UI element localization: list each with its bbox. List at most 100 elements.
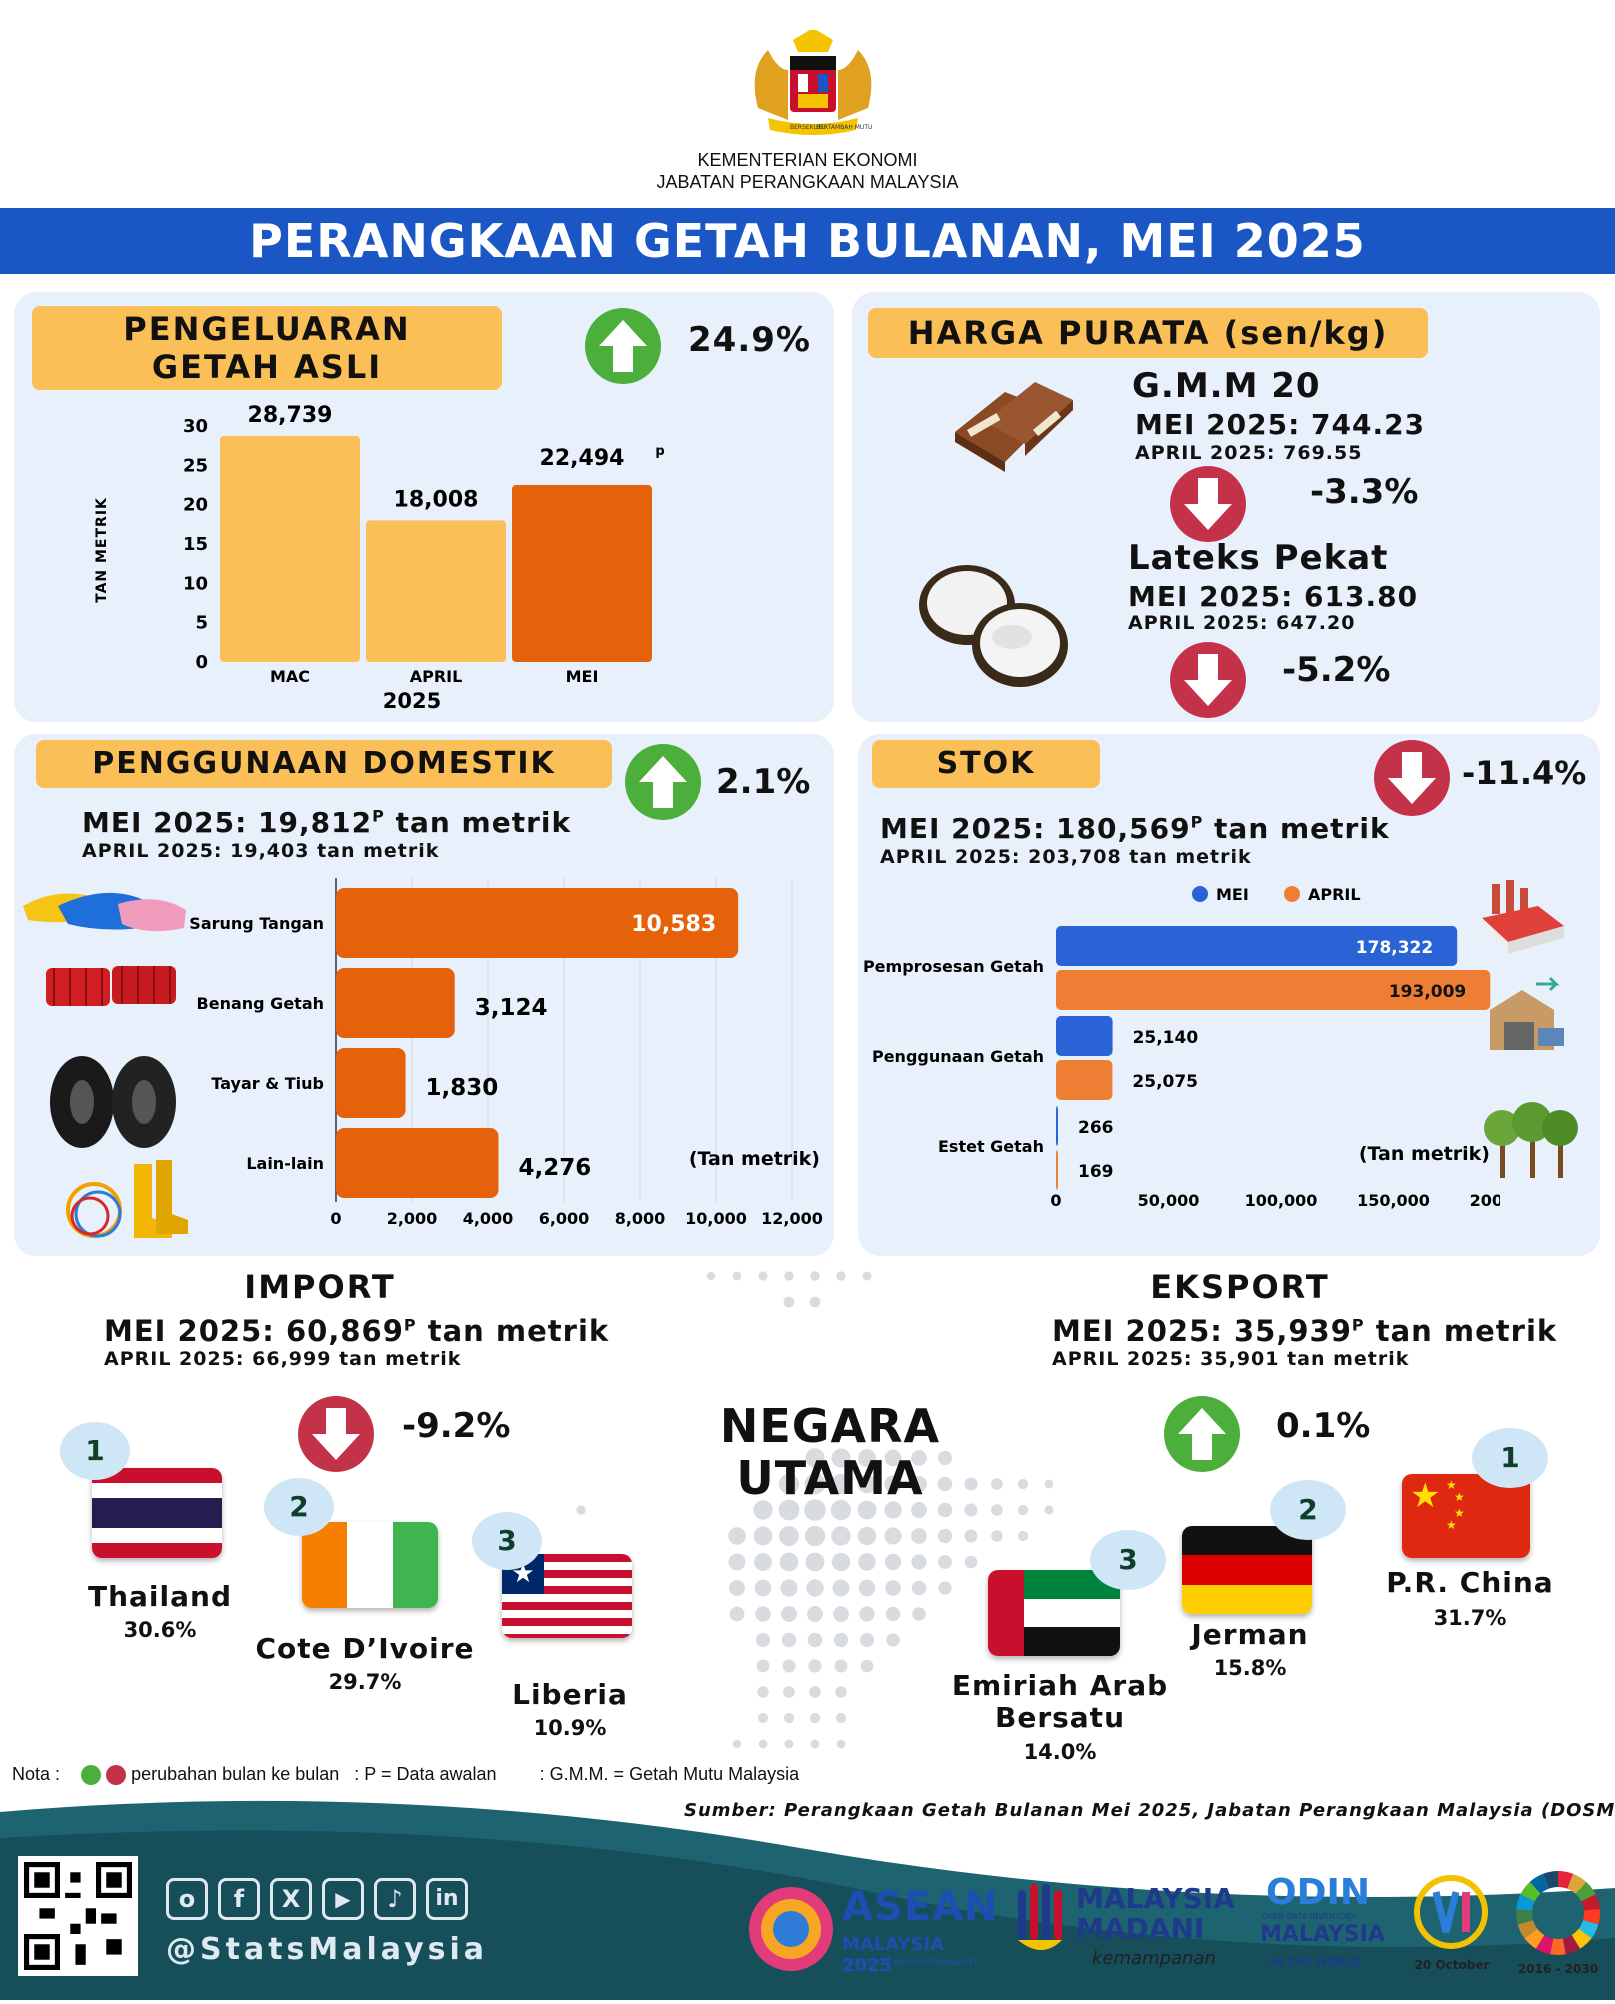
- domestic-category-label: Benang Getah: [197, 994, 324, 1013]
- notes-row: Nota : perubahan bulan ke bulan : P = Da…: [12, 1764, 799, 1786]
- price-label: HARGA PURATA (sen/kg): [868, 308, 1428, 358]
- sdg-ring-segment: [1529, 1873, 1549, 1894]
- x-twitter-icon[interactable]: X: [270, 1878, 312, 1920]
- stock-bar-april: [1056, 1150, 1058, 1190]
- domestic-category-label: Sarung Tangan: [189, 914, 324, 933]
- china-flag-icon: ★ ★ ★ ★ ★: [1402, 1474, 1530, 1558]
- stock-value-label: 25,140: [1133, 1028, 1199, 1048]
- globe-dot: [910, 1501, 928, 1519]
- globe-dot: [858, 1553, 876, 1571]
- globe-dot: [729, 1606, 745, 1622]
- globe-dot: [779, 1552, 799, 1572]
- crest-motto-2: BERTAMBAH MUTU: [816, 124, 872, 131]
- stock-unit-label: (Tan metrik): [1359, 1143, 1490, 1165]
- madani-logo-line3: kemampanan: [1092, 1948, 1216, 1969]
- asean-malaysia-logo: ASEAN MALAYSIA 2025 INCLUSIVITY AND SUST…: [746, 1876, 998, 1986]
- globe-dot: [805, 1552, 825, 1572]
- production-bar-mei: [512, 485, 652, 662]
- stock-category-label: Penggunaan Getah: [872, 1047, 1044, 1066]
- production-bar-mac: [220, 435, 360, 662]
- globe-dot: [576, 1505, 586, 1515]
- export-may: MEI 2025: 35,939P tan metrik: [1052, 1314, 1558, 1348]
- sdg-logo: 2016 - 2030: [1510, 1868, 1606, 1984]
- globe-dot: [832, 1579, 850, 1597]
- note-p: : P = Data awalan: [354, 1764, 497, 1784]
- latex-name: Lateks Pekat: [1128, 538, 1389, 578]
- import-country-3-share: 10.9%: [533, 1716, 607, 1740]
- source-text: Sumber: Perangkaan Getah Bulanan Mei 202…: [684, 1800, 1615, 1821]
- instagram-icon[interactable]: o: [166, 1878, 208, 1920]
- smr-may-price: MEI 2025: 744.23: [1135, 408, 1426, 441]
- globe-dot: [911, 1476, 927, 1492]
- sdg-ring-segment: [1535, 1935, 1554, 1955]
- globe-dot: [808, 1659, 822, 1673]
- sdg-ring-segment: [1516, 1894, 1535, 1911]
- x-tick-label: 6,000: [539, 1209, 590, 1228]
- facebook-icon[interactable]: f: [218, 1878, 260, 1920]
- import-title: IMPORT: [244, 1268, 396, 1306]
- globe-dot: [754, 1579, 772, 1597]
- globe-dot: [757, 1686, 769, 1698]
- import-country-2-name: Cote D’Ivoire: [255, 1632, 475, 1665]
- stock-down-arrow-icon: [1374, 740, 1450, 816]
- malaysia-madani-logo: MALAYSIA MADANI kemampanan: [1012, 1872, 1242, 1982]
- domestic-category-label: Tayar & Tiub: [211, 1074, 324, 1093]
- export-country-2-name: Jerman: [1191, 1618, 1309, 1651]
- crest-motto-1: BERSEKUTU: [790, 124, 826, 131]
- globe-dot: [884, 1449, 902, 1467]
- domestic-bar: [336, 1128, 499, 1198]
- export-rank-3-badge: 3: [1090, 1530, 1166, 1590]
- x-tick-label: 200,000: [1470, 1191, 1500, 1210]
- production-label-line2: GETAH ASLI: [151, 348, 383, 386]
- smr-down-arrow-icon: [1170, 466, 1246, 542]
- youtube-icon[interactable]: ▶: [322, 1878, 364, 1920]
- globe-dot: [778, 1473, 800, 1495]
- sdg-ring-segment: [1520, 1881, 1541, 1902]
- import-rank-3-badge: 3: [472, 1512, 542, 1570]
- globe-dot: [964, 1529, 978, 1543]
- globe-dot: [964, 1503, 978, 1517]
- domestic-change: 2.1%: [716, 762, 811, 802]
- sdg-ring-segment: [1558, 1871, 1574, 1889]
- export-up-arrow-icon: [1164, 1396, 1240, 1472]
- tyre-icon: [44, 1052, 184, 1152]
- globe-dot: [886, 1633, 900, 1647]
- globe-dot: [728, 1527, 746, 1545]
- globe-dot: [1044, 1505, 1054, 1515]
- qr-code-icon[interactable]: [18, 1856, 138, 1976]
- globe-dot: [780, 1579, 798, 1597]
- globe-dot: [885, 1580, 901, 1596]
- odin-logo-line3: OPEN DATA INVENTORY: [1262, 1912, 1356, 1921]
- note-up-icon: [81, 1765, 102, 1786]
- production-value-label: 28,739: [248, 403, 333, 428]
- globe-dot: [857, 1500, 877, 1520]
- export-country-1-share: 31.7%: [1433, 1606, 1507, 1630]
- warehouse-icon: [1486, 976, 1566, 1056]
- globe-dot: [758, 1739, 768, 1749]
- stock-bar-april: [1056, 970, 1491, 1010]
- globe-dot: [782, 1659, 796, 1673]
- import-may-value: MEI 2025: 60,869: [104, 1314, 404, 1348]
- title-banner: [0, 208, 1615, 274]
- liberia-flag-icon: ★: [502, 1554, 632, 1638]
- globe-dot: [858, 1449, 876, 1467]
- globe-dot: [911, 1554, 927, 1570]
- sdg-ring-segment: [1575, 1881, 1596, 1902]
- factory-icon: [1478, 878, 1568, 958]
- globe-dot: [807, 1632, 823, 1648]
- x-tick-label: 50,000: [1138, 1191, 1200, 1210]
- tiktok-icon[interactable]: ♪: [374, 1878, 416, 1920]
- globe-dot: [884, 1475, 902, 1493]
- x-tick-label: 4,000: [463, 1209, 514, 1228]
- gloves-icon: [18, 876, 188, 946]
- globe-dot: [884, 1553, 902, 1571]
- linkedin-icon[interactable]: in: [426, 1878, 468, 1920]
- ministry-name: KEMENTERIAN EKONOMI: [697, 150, 918, 170]
- domestic-value-label: 4,276: [518, 1155, 591, 1181]
- malaysia-crest: BERSEKUTU BERTAMBAH MUTU: [738, 28, 888, 138]
- domestic-value-label: 10,583: [631, 912, 716, 937]
- page-title: PERANGKAAN GETAH BULANAN, MEI 2025: [249, 214, 1366, 268]
- world-statistics-day-logo: 20 October: [1402, 1872, 1502, 1982]
- globe-dot: [1017, 1504, 1029, 1516]
- globe-dot: [755, 1632, 771, 1648]
